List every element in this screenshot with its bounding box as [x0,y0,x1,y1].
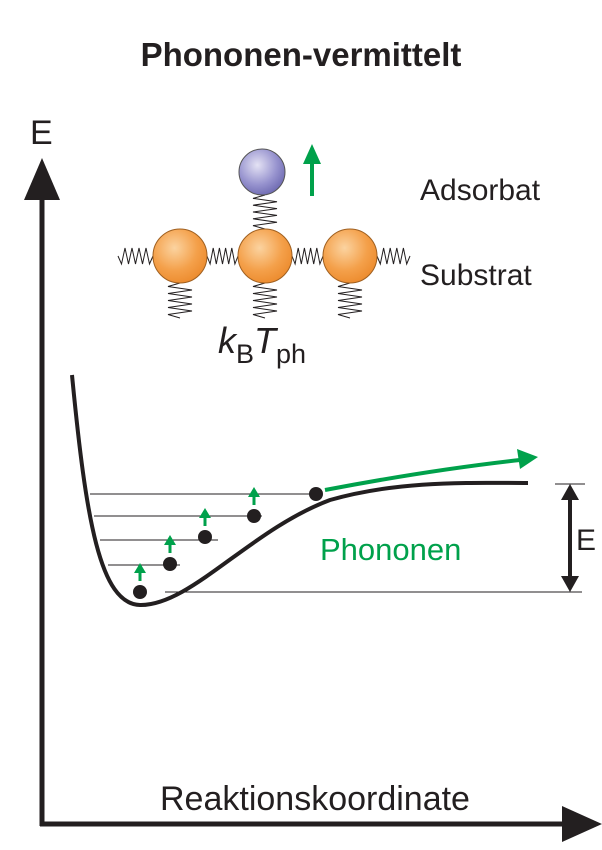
adsorbate-label: Adsorbat [420,174,541,207]
spring [118,248,153,264]
energy-label: E [576,524,596,557]
spring [292,248,323,264]
bracket-arrow-bottom [561,576,579,592]
small-arrows [134,487,260,581]
thermal-label: kBTph [218,320,306,369]
title: Phononen-vermittelt [141,36,462,73]
spring [253,283,277,318]
k: k [218,320,238,361]
t-sub: ph [276,339,306,369]
adsorbate-arrowhead [303,144,321,164]
adsorbate-atom [239,149,285,195]
spring [207,248,238,264]
small-arrowhead [199,508,211,518]
desorption-arrowhead [517,449,538,469]
spring [168,283,192,318]
x-axis-label: Reaktionskoordinate [160,780,470,818]
small-arrowhead [248,487,260,497]
particles [133,487,323,599]
spring [377,248,410,264]
spring [253,195,277,229]
substrate-atom [153,229,207,283]
k-sub: B [236,339,254,369]
x-arrow [562,806,602,842]
diagram: Phononen-vermittelt E Reaktionskoordinat… [0,0,602,850]
phonons-label: Phononen [320,532,461,567]
substrate-atom [238,229,292,283]
y-axis-label: E [30,114,53,152]
substrate-atom [323,229,377,283]
y-arrow [24,158,60,200]
bracket-arrow-top [561,484,579,500]
substrate-label: Substrat [420,259,532,292]
spring [338,283,362,318]
